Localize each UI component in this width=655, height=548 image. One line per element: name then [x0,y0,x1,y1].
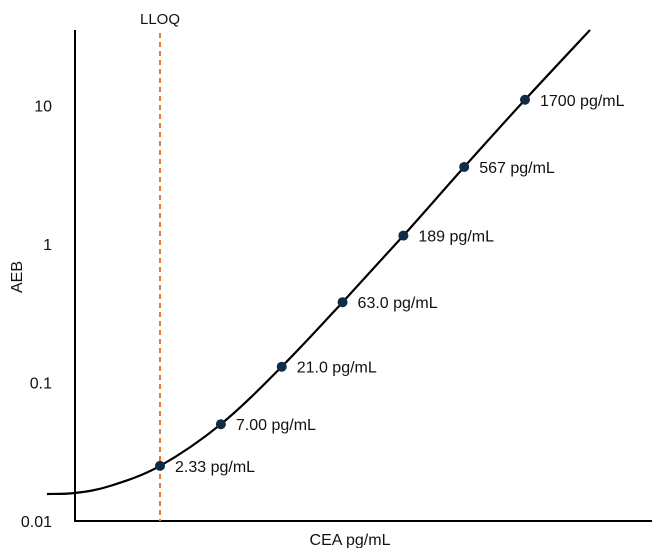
calibration-curve [46,29,591,496]
lloq-marker: LLOQ [140,11,180,521]
data-label: 567 pg/mL [479,160,555,177]
data-point [520,94,530,105]
lloq-label: LLOQ [140,11,180,28]
y-tick-label: 10 [34,99,52,116]
data-label: 7.00 pg/mL [236,417,316,434]
data-label: 21.0 pg/mL [297,360,377,377]
data-label: 63.0 pg/mL [358,295,438,312]
y-axis: 0.01 0.1 1 10 [21,30,76,531]
data-point [155,460,165,471]
curve-line [46,29,591,496]
data-point [337,297,348,308]
data-point [398,230,409,241]
data-point [215,419,226,430]
y-axis-title: AEB [9,261,26,293]
data-points [155,94,530,471]
data-point [459,161,470,172]
data-label: 1700 pg/mL [540,93,625,110]
data-point [276,361,287,372]
data-label: 189 pg/mL [418,229,494,246]
data-labels: 2.33 pg/mL 7.00 pg/mL 21.0 pg/mL 63.0 pg/mL… [175,93,625,476]
x-axis-title: CEA pg/mL [310,532,391,548]
y-tick-label: 0.01 [21,514,52,531]
y-tick-label: 1 [43,237,52,254]
data-label: 2.33 pg/mL [175,459,255,476]
y-tick-label: 0.1 [30,376,52,393]
